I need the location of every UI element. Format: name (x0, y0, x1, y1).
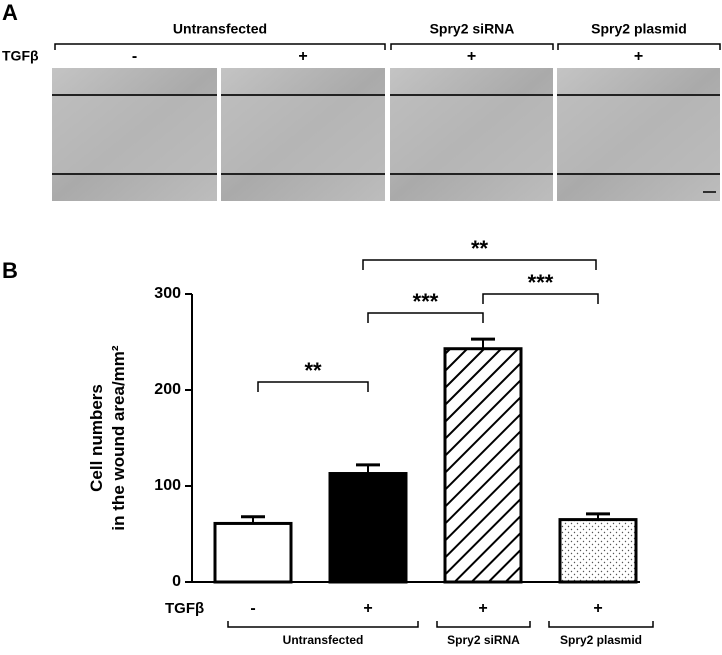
y-tick-label: 0 (172, 573, 181, 590)
group-bracket (548, 621, 654, 628)
treatment-sign: + (467, 48, 476, 65)
treatment-sign: - (132, 48, 137, 65)
x-tick-label: + (593, 600, 602, 617)
panel-b: B TGFβ (2, 258, 204, 617)
row-label: TGFβ (2, 48, 39, 64)
wound-area (390, 96, 553, 173)
bar (213, 521, 293, 584)
y-axis-label-line: Cell numbers (87, 384, 106, 492)
group-bracket (436, 621, 531, 628)
x-tick-label: - (250, 600, 255, 617)
significance-bracket (362, 259, 597, 270)
group-bracket (54, 43, 386, 50)
group-label: Untransfected (283, 633, 364, 647)
y-axis-label-line: in the wound area/mm² (109, 345, 128, 530)
group-label: Spry2 siRNA (430, 21, 515, 37)
group-bracket (557, 43, 721, 50)
y-tick-label: 200 (154, 381, 181, 398)
panel-label: B (2, 258, 18, 283)
significance-label: *** (413, 289, 439, 314)
bar (443, 347, 523, 584)
x-row-label: TGFβ (165, 600, 204, 617)
treatment-sign: + (634, 48, 643, 65)
group-label: Spry2 plasmid (560, 633, 642, 647)
treatment-sign: + (298, 48, 307, 65)
x-tick-label: + (363, 600, 372, 617)
wound-area (557, 96, 720, 173)
group-bracket (227, 621, 419, 628)
bar (328, 472, 408, 584)
panel-label: A (2, 0, 18, 25)
group-label: Untransfected (173, 21, 267, 37)
y-axis-label: Cell numbers in the wound area/mm² (87, 345, 128, 530)
significance-label: *** (528, 270, 554, 295)
x-tick-label: + (478, 600, 487, 617)
panel-a: A TGFβ (2, 0, 39, 64)
significance-bracket (257, 381, 369, 392)
significance-label: ** (304, 358, 322, 383)
wound-area (221, 96, 385, 173)
significance-bracket (482, 293, 599, 304)
y-tick-label: 100 (154, 477, 181, 494)
significance-label: ** (471, 236, 489, 261)
group-bracket (390, 43, 554, 50)
group-label: Spry2 plasmid (591, 21, 687, 37)
y-tick-label: 300 (154, 285, 181, 302)
bar (558, 518, 638, 584)
significance-bracket (367, 312, 484, 323)
group-label: Spry2 siRNA (447, 633, 520, 647)
wound-area (52, 96, 217, 173)
